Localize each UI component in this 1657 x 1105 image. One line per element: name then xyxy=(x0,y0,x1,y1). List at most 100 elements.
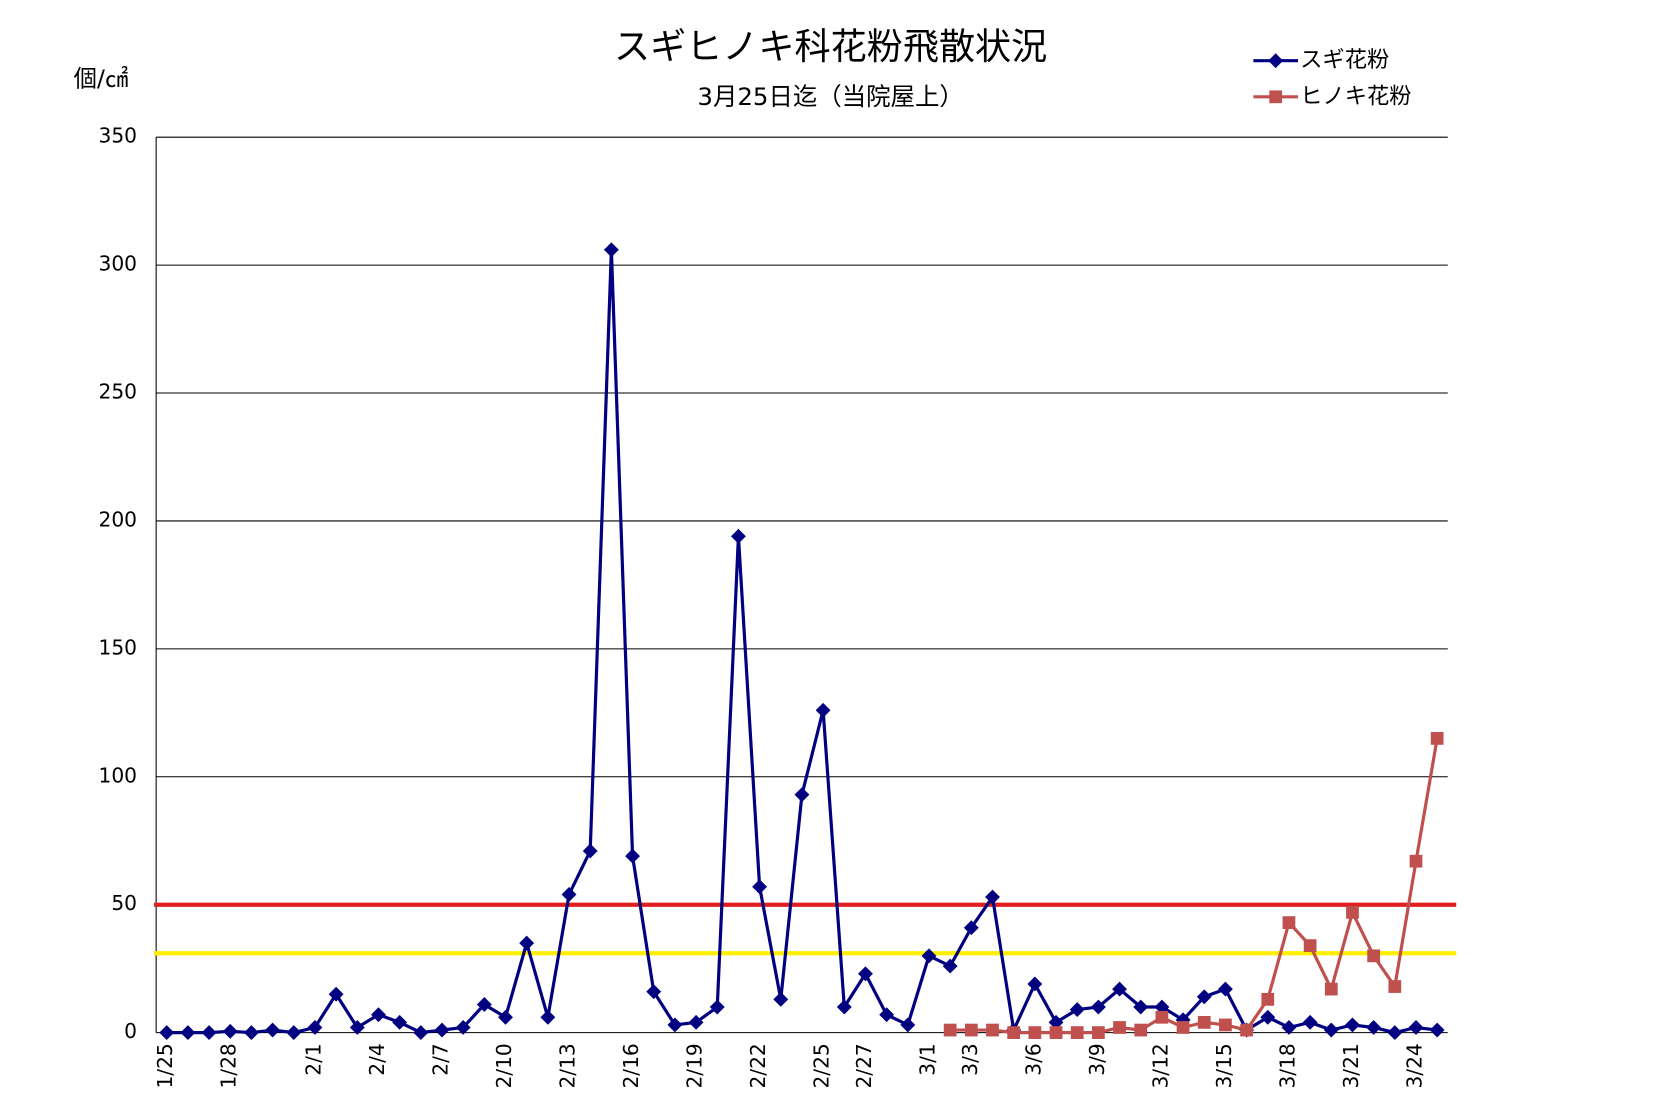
data-point xyxy=(1027,976,1043,992)
data-point xyxy=(815,702,831,718)
data-point xyxy=(1387,1025,1403,1041)
y-tick-label: 50 xyxy=(111,891,137,915)
x-tick-label: 3/1 xyxy=(915,1043,939,1075)
x-tick-label: 2/19 xyxy=(683,1043,707,1088)
y-tick-label: 300 xyxy=(99,252,138,276)
x-tick-label: 3/21 xyxy=(1339,1043,1363,1088)
data-point xyxy=(709,999,725,1015)
data-point xyxy=(752,879,768,895)
data-point xyxy=(222,1023,238,1039)
x-tick-label: 2/27 xyxy=(852,1043,876,1088)
chart-subtitle: 3月25日迄（当院屋上） xyxy=(697,82,963,111)
x-tick-label: 3/6 xyxy=(1021,1043,1045,1075)
y-axis-label: 個/㎠ xyxy=(74,64,129,92)
y-tick-label: 250 xyxy=(99,380,138,404)
data-point xyxy=(1260,1009,1276,1025)
data-point xyxy=(1408,1020,1424,1035)
data-point xyxy=(730,528,746,544)
data-point xyxy=(349,1020,365,1035)
data-point xyxy=(646,984,662,1000)
data-point xyxy=(561,887,577,902)
x-tick-label: 3/9 xyxy=(1085,1043,1109,1075)
y-tick-label: 100 xyxy=(99,763,138,787)
x-tick-label: 1/28 xyxy=(217,1043,241,1088)
legend-marker xyxy=(1268,53,1284,69)
y-tick-label: 0 xyxy=(124,1019,137,1043)
data-point xyxy=(1303,939,1317,952)
data-point xyxy=(1324,982,1338,996)
data-point xyxy=(1430,732,1444,745)
data-point xyxy=(1323,1022,1339,1038)
data-point xyxy=(1155,1010,1169,1024)
legend-label: スギ花粉 xyxy=(1300,47,1389,73)
data-point xyxy=(794,787,810,803)
data-point xyxy=(1197,1015,1211,1029)
data-point xyxy=(476,997,492,1012)
data-point xyxy=(1028,1026,1042,1039)
x-tick-label: 1/25 xyxy=(153,1043,177,1088)
data-point xyxy=(1175,1012,1191,1028)
x-tick-label: 2/22 xyxy=(746,1043,770,1088)
data-point xyxy=(1346,905,1359,919)
data-point xyxy=(265,1022,281,1038)
data-point xyxy=(582,843,598,859)
data-point xyxy=(519,935,535,951)
x-tick-label: 3/12 xyxy=(1148,1043,1172,1088)
data-point xyxy=(900,1017,916,1033)
data-point xyxy=(1007,1026,1021,1039)
y-tick-label: 200 xyxy=(99,507,138,531)
data-point xyxy=(159,1025,175,1041)
data-point xyxy=(858,966,873,982)
data-point xyxy=(688,1014,704,1030)
data-point xyxy=(371,1007,386,1023)
data-point xyxy=(1217,981,1233,997)
data-point xyxy=(1261,992,1275,1006)
data-point xyxy=(1154,999,1170,1015)
data-point xyxy=(1176,1021,1190,1034)
data-point xyxy=(921,948,937,964)
x-tick-label: 2/10 xyxy=(492,1043,516,1088)
data-point xyxy=(1219,1018,1232,1032)
data-point xyxy=(963,920,979,936)
x-tick-label: 3/3 xyxy=(958,1043,982,1075)
data-point xyxy=(455,1020,471,1035)
y-tick-label: 150 xyxy=(99,635,138,659)
data-point xyxy=(943,1023,957,1037)
data-point xyxy=(1409,854,1423,868)
data-point xyxy=(413,1025,429,1041)
data-point xyxy=(307,1020,323,1035)
x-tick-label: 2/25 xyxy=(810,1043,834,1088)
chart-title: スギヒノキ科花粉飛散状況 xyxy=(614,25,1047,68)
data-point xyxy=(1240,1023,1253,1037)
data-point xyxy=(986,1023,999,1037)
x-tick-label: 2/7 xyxy=(428,1043,452,1075)
legend-marker xyxy=(1269,90,1283,104)
data-point xyxy=(1113,1021,1126,1034)
x-tick-label: 2/16 xyxy=(619,1043,643,1088)
data-point xyxy=(1090,999,1106,1015)
data-point xyxy=(1429,1022,1445,1038)
x-tick-label: 2/13 xyxy=(556,1043,580,1088)
data-point xyxy=(286,1025,302,1041)
data-point xyxy=(243,1025,259,1041)
data-point xyxy=(328,986,344,1002)
data-point xyxy=(836,999,852,1015)
data-point xyxy=(1367,949,1381,963)
data-point xyxy=(1070,1026,1084,1039)
x-tick-label: 2/4 xyxy=(365,1043,389,1075)
data-point xyxy=(1092,1026,1105,1039)
data-point xyxy=(540,1009,556,1025)
series-line xyxy=(950,738,1439,1035)
x-tick-label: 2/1 xyxy=(301,1043,325,1075)
data-point xyxy=(498,1009,513,1025)
data-point xyxy=(1134,1023,1148,1037)
series-line xyxy=(166,249,1438,1036)
data-point xyxy=(1112,981,1127,997)
data-point xyxy=(667,1017,683,1033)
x-tick-label: 3/24 xyxy=(1402,1043,1426,1088)
data-point xyxy=(942,958,958,974)
data-point xyxy=(1281,1020,1297,1035)
legend-label: ヒノキ花粉 xyxy=(1300,83,1412,109)
data-point xyxy=(603,242,619,258)
